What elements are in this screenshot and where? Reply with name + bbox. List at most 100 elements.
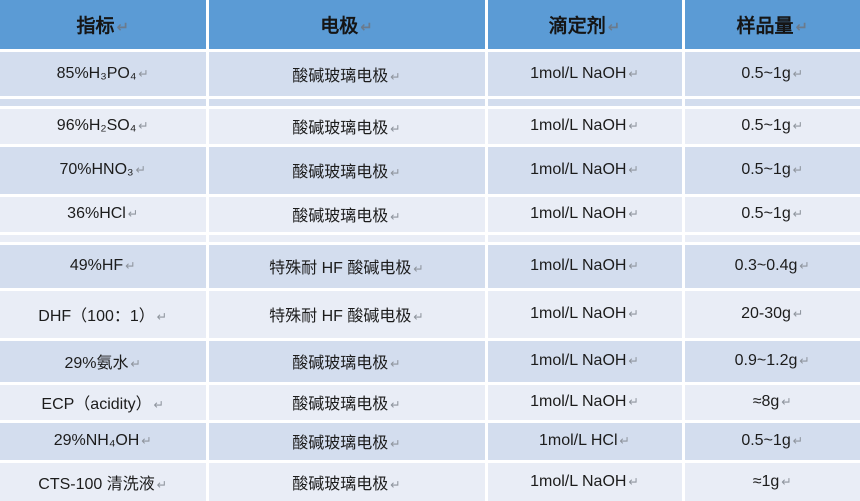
paragraph-return-icon: ↵: [360, 19, 373, 36]
cell-text: 20-30g: [741, 305, 791, 322]
cell-text: ≈8g: [752, 393, 780, 410]
paragraph-return-icon: ↵: [781, 395, 792, 409]
spacer-cell: [205, 95, 488, 109]
cell-text: 0.3~0.4g: [734, 257, 798, 274]
cell-titrant: 1mol/L NaOH ↵: [484, 105, 685, 147]
cell-text: 0.5~1g: [741, 161, 791, 178]
paragraph-return-icon: ↵: [116, 19, 129, 36]
spacer-cell: [0, 95, 209, 109]
spacer-cell: [681, 231, 860, 245]
paragraph-return-icon: ↵: [390, 398, 401, 412]
spacer-cell: [484, 231, 685, 245]
cell-text: 酸碱玻璃电极: [292, 475, 389, 493]
cell-text: 1mol/L NaOH: [530, 205, 627, 222]
cell-sample-amount: ≈1g ↵: [681, 459, 860, 501]
paragraph-return-icon: ↵: [628, 207, 639, 221]
cell-indicator: ECP（acidity） ↵: [0, 381, 209, 423]
cell-indicator: 36%HCl ↵: [0, 193, 209, 235]
cell-text: CTS-100 清洗液: [38, 475, 155, 493]
cell-sample-amount: 0.3~0.4g ↵: [681, 241, 860, 291]
paragraph-return-icon: ↵: [138, 66, 149, 81]
paragraph-return-icon: ↵: [135, 163, 147, 177]
cell-text: 酸碱玻璃电极: [292, 435, 389, 452]
column-header-label: 样品量: [736, 15, 794, 37]
cell-sample-amount: 0.5~1g ↵: [681, 193, 860, 235]
paragraph-return-icon: ↵: [781, 474, 792, 489]
cell-text: 酸碱玻璃电极: [292, 67, 389, 85]
paragraph-return-icon: ↵: [127, 207, 139, 221]
cell-text: 酸碱玻璃电极: [292, 208, 389, 225]
cell-text: 1mol/L NaOH: [530, 472, 627, 490]
paragraph-return-icon: ↵: [141, 434, 152, 448]
paragraph-return-icon: ↵: [628, 259, 639, 273]
cell-text: 49%HF: [69, 257, 124, 274]
spacer-cell: [0, 231, 209, 245]
cell-electrode: 酸碱玻璃电极 ↵: [205, 337, 488, 385]
paragraph-return-icon: ↵: [792, 207, 804, 221]
cell-titrant: 1mol/L NaOH ↵: [484, 287, 685, 341]
column-header-label: 滴定剂: [548, 15, 606, 37]
cell-titrant: 1mol/L NaOH ↵: [484, 193, 685, 235]
cell-sample-amount: ≈8g ↵: [681, 381, 860, 423]
paragraph-return-icon: ↵: [390, 357, 401, 371]
cell-electrode: 酸碱玻璃电极 ↵: [205, 105, 488, 147]
column-header-label: 电极: [320, 15, 359, 37]
paragraph-return-icon: ↵: [607, 19, 621, 36]
cell-text: 特殊耐 HF 酸碱电极: [269, 308, 412, 325]
cell-text: 酸碱玻璃电极: [292, 396, 389, 413]
paragraph-return-icon: ↵: [628, 163, 639, 177]
paragraph-return-icon: ↵: [390, 477, 401, 492]
paragraph-return-icon: ↵: [390, 69, 401, 84]
paragraph-return-icon: ↵: [390, 437, 401, 451]
cell-text: 0.9~1.2g: [734, 352, 798, 369]
paragraph-return-icon: ↵: [390, 166, 401, 180]
paragraph-return-icon: ↵: [628, 474, 639, 489]
paragraph-return-icon: ↵: [153, 398, 165, 412]
paragraph-return-icon: ↵: [795, 19, 808, 36]
column-header-titrant: 滴定剂 ↵: [484, 0, 685, 52]
paragraph-return-icon: ↵: [619, 434, 630, 448]
cell-text: ECP（acidity）: [41, 396, 152, 413]
cell-text: 1mol/L NaOH: [530, 393, 627, 410]
spacer-cell: [681, 95, 860, 109]
cell-text: 酸碱玻璃电极: [292, 164, 389, 181]
cell-sample-amount: 0.5~1g ↵: [681, 105, 860, 147]
spacer-cell: [205, 231, 488, 245]
cell-text: 特殊耐 HF 酸碱电极: [269, 260, 412, 277]
cell-electrode: 酸碱玻璃电极 ↵: [205, 143, 488, 197]
cell-text: ≈1g: [752, 472, 780, 490]
cell-text: 0.5~1g: [741, 432, 791, 449]
cell-text: 1mol/L NaOH: [530, 257, 627, 274]
cell-electrode: 酸碱玻璃电极 ↵: [205, 381, 488, 423]
cell-electrode: 酸碱玻璃电极 ↵: [205, 48, 488, 99]
column-header-indicator: 指标 ↵: [0, 0, 209, 52]
cell-text: 1mol/L NaOH: [530, 352, 627, 369]
table-row: 29%NH₄OH ↵ 酸碱玻璃电极 ↵ 1mol/L HCl ↵ 0.5~1g ↵: [0, 419, 860, 463]
cell-electrode: 酸碱玻璃电极 ↵: [205, 193, 488, 235]
cell-text: 0.5~1g: [741, 117, 791, 134]
spacer-row: [0, 231, 860, 245]
cell-text: DHF（100：1）: [38, 308, 155, 325]
spacer-row: [0, 95, 860, 109]
paragraph-return-icon: ↵: [130, 357, 141, 371]
cell-text: 1mol/L HCl: [539, 432, 618, 449]
paragraph-return-icon: ↵: [390, 210, 401, 224]
cell-indicator: DHF（100：1） ↵: [0, 287, 209, 341]
paragraph-return-icon: ↵: [792, 163, 804, 177]
cell-electrode: 酸碱玻璃电极 ↵: [205, 459, 488, 501]
column-header-electrode: 电极 ↵: [205, 0, 488, 52]
cell-sample-amount: 20-30g ↵: [681, 287, 860, 341]
cell-titrant: 1mol/L NaOH ↵: [484, 337, 685, 385]
paragraph-return-icon: ↵: [413, 310, 424, 324]
cell-electrode: 酸碱玻璃电极 ↵: [205, 419, 488, 463]
column-header-label: 指标: [76, 15, 115, 37]
cell-indicator: 29%氨水 ↵: [0, 337, 209, 385]
paragraph-return-icon: ↵: [799, 354, 810, 368]
table-row: DHF（100：1） ↵ 特殊耐 HF 酸碱电极 ↵ 1mol/L NaOH ↵ 20…: [0, 287, 860, 341]
paragraph-return-icon: ↵: [125, 259, 136, 273]
cell-text: 70%HNO₃: [59, 161, 134, 178]
cell-titrant: 1mol/L NaOH ↵: [484, 48, 685, 99]
paragraph-return-icon: ↵: [792, 66, 804, 81]
cell-indicator: 85%H₃PO₄ ↵: [0, 48, 209, 99]
